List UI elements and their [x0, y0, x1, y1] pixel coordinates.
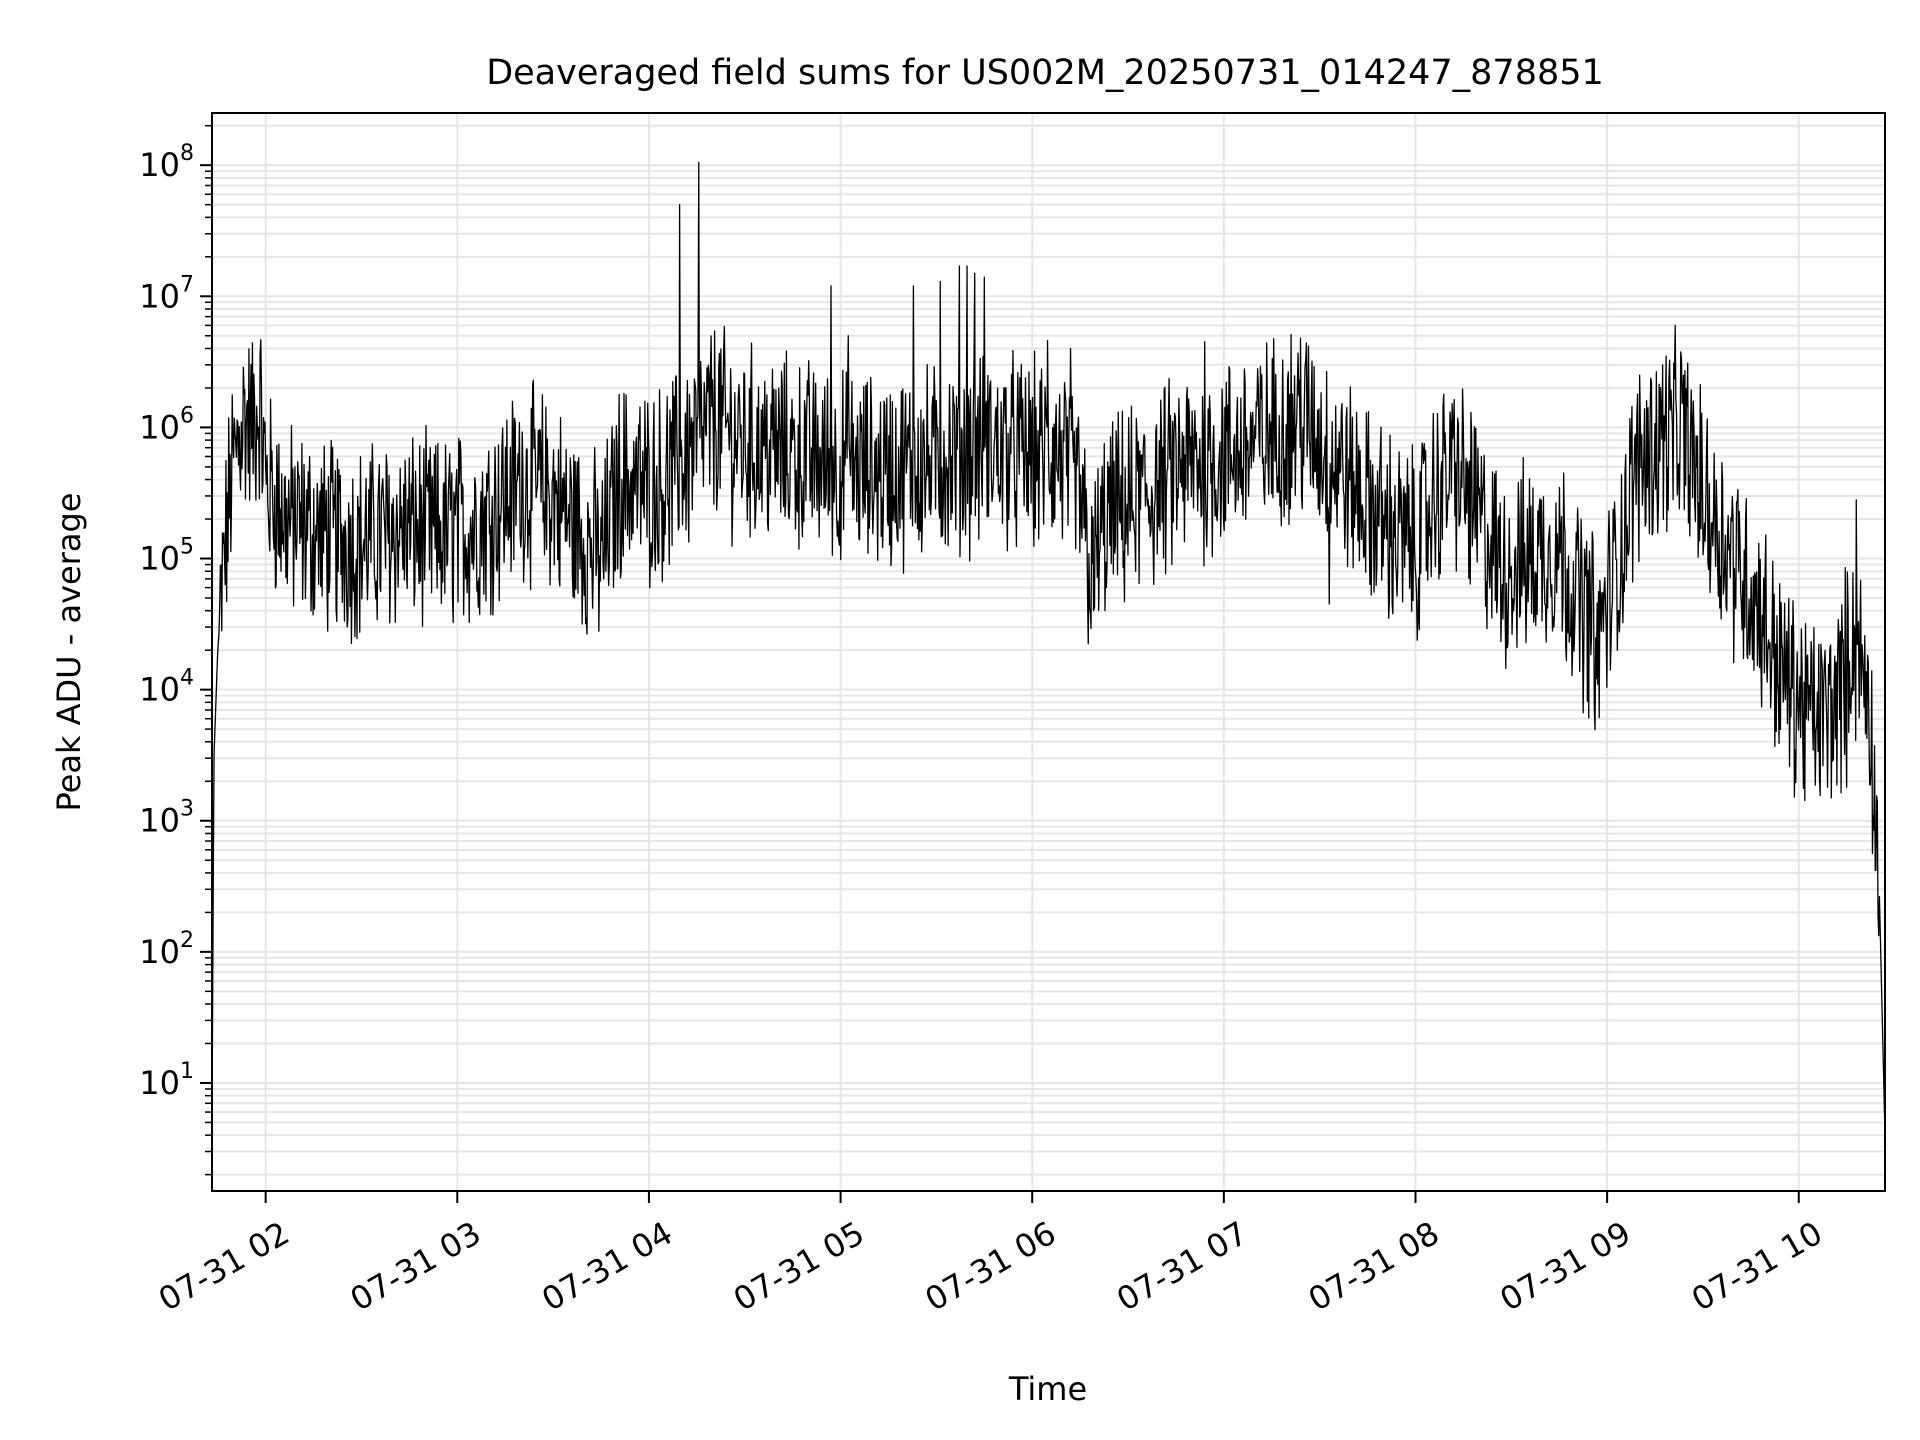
axes-frame — [211, 112, 1886, 1192]
series-line — [211, 161, 1886, 1136]
y-tick-label: 105 — [139, 535, 194, 578]
y-tick-label: 101 — [139, 1059, 194, 1102]
y-tick-label: 103 — [139, 797, 194, 840]
y-axis-label: Peak ADU - average — [50, 493, 88, 812]
y-tick-label: 108 — [139, 141, 194, 184]
y-tick-label: 107 — [139, 272, 194, 315]
series-line-path — [211, 161, 1886, 1136]
y-tick-label: 104 — [139, 666, 194, 709]
y-axis-ticks: 101 102 103 104 105 106 107 108 — [139, 124, 212, 1176]
chart-title: Deaveraged field sums for US002M_2025073… — [486, 53, 1604, 93]
x-axis-label: Time — [1008, 1370, 1087, 1408]
y-tick-label: 102 — [139, 928, 194, 971]
y-tick-label: 106 — [139, 403, 194, 446]
